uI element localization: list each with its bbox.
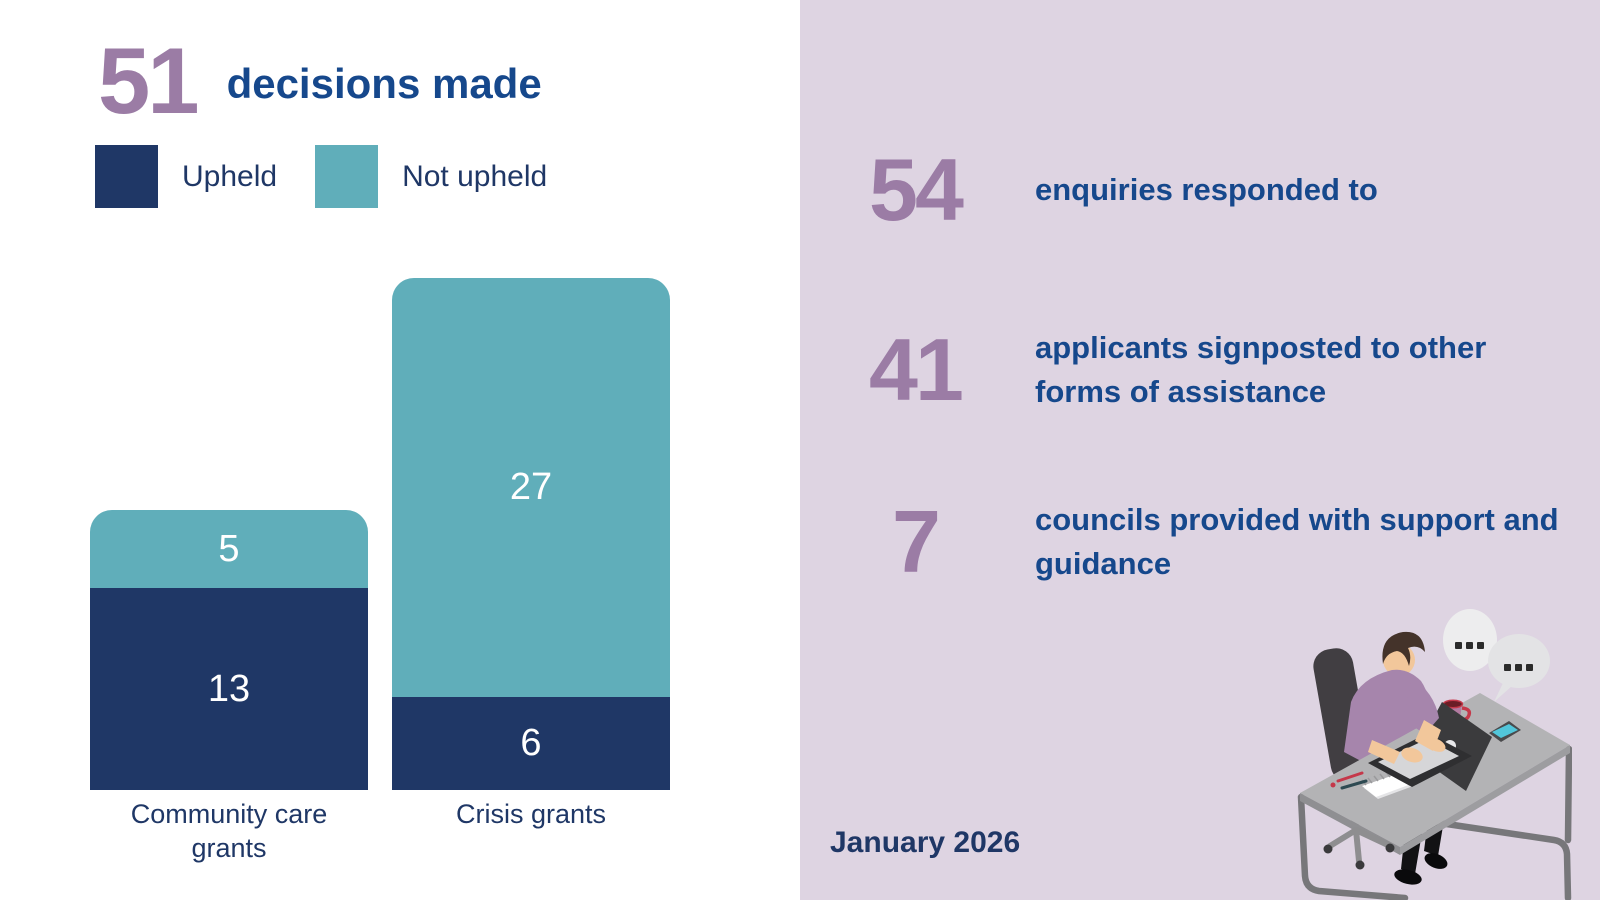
- chair-base: [1323, 827, 1395, 870]
- decisions-headline: 51 decisions made: [98, 34, 542, 128]
- stat-councils-text: councils provided with support and guida…: [1035, 502, 1559, 581]
- legend-item-upheld: Upheld: [95, 145, 277, 208]
- segment-not-upheld: 5: [90, 510, 368, 588]
- upheld-swatch: [95, 145, 158, 208]
- bar-crisis-grants: 27 6: [392, 278, 670, 790]
- not-upheld-label: Not upheld: [402, 159, 548, 193]
- desk-legs: [1297, 745, 1572, 900]
- segment-upheld: 6: [392, 697, 670, 790]
- stat-councils-number: 7: [892, 492, 941, 591]
- pens: [1330, 771, 1368, 790]
- bar-community-care-grants: 5 13: [90, 510, 368, 790]
- category-label: Crisis grants: [455, 799, 607, 829]
- decisions-label: decisions made: [226, 60, 542, 107]
- report-date: January 2026: [830, 826, 1021, 859]
- stat-signposted: 41 applicants signposted to other forms …: [840, 322, 1570, 418]
- stats-panel: 54 enquiries responded to 41 applicants …: [800, 0, 1600, 900]
- person-arms: [1368, 678, 1446, 764]
- not-upheld-swatch: [315, 145, 379, 208]
- stat-enquiries-number: 54: [869, 140, 964, 239]
- chart-legend: Upheld Not upheld: [95, 145, 547, 208]
- stat-signposted-text: applicants signposted to other forms of …: [1035, 330, 1487, 409]
- stat-councils: 7 councils provided with support and gui…: [840, 494, 1570, 590]
- stat-signposted-number: 41: [869, 320, 964, 419]
- decisions-count: 51: [98, 28, 200, 133]
- phone: [1489, 721, 1521, 742]
- stat-enquiries: 54 enquiries responded to: [840, 142, 1570, 238]
- segment-value-label: 6: [520, 722, 542, 764]
- legend-item-not-upheld: Not upheld: [315, 145, 547, 208]
- speech-bubbles: [1443, 609, 1550, 702]
- segment-value-label: 5: [218, 527, 240, 570]
- stacked-bar-chart: 5 13 Community care grants 27 6 Crisis grants: [90, 278, 670, 863]
- decisions-panel: 51 decisions made Upheld Not upheld 5 13 C…: [90, 33, 670, 863]
- upheld-label: Upheld: [182, 159, 278, 193]
- stat-enquiries-text: enquiries responded to: [1035, 172, 1378, 207]
- segment-upheld: 13: [90, 588, 368, 790]
- segment-value-label: 13: [207, 667, 251, 710]
- person-at-desk-illustration: [1297, 609, 1572, 900]
- segment-value-label: 27: [509, 466, 553, 508]
- category-label: Community care grants: [130, 799, 328, 863]
- segment-not-upheld: 27: [392, 278, 670, 697]
